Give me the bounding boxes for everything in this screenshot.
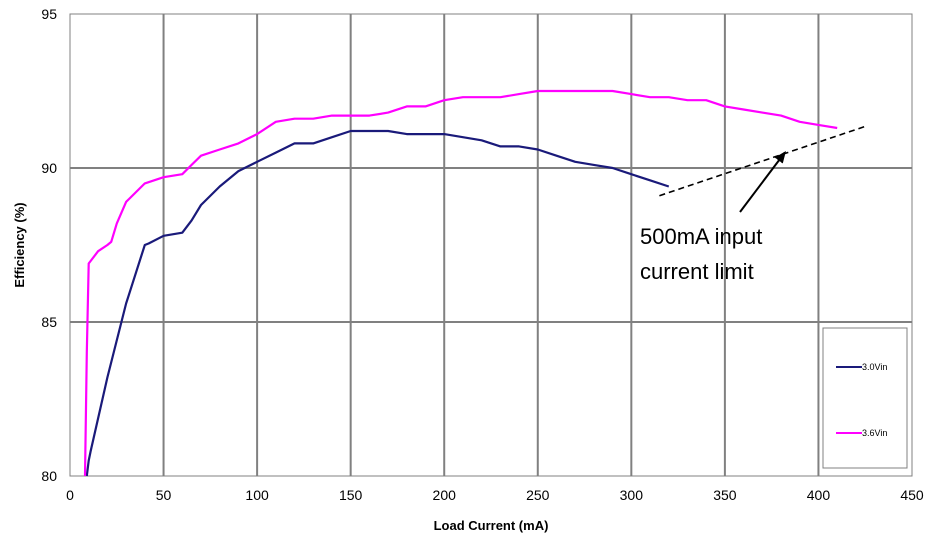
- legend-box: [822, 327, 908, 469]
- x-tick-label: 250: [526, 487, 550, 503]
- x-tick-label: 200: [433, 487, 457, 503]
- annotation-text-line: 500mA input: [640, 224, 762, 249]
- grid-lines: [70, 14, 912, 476]
- series-line-3.0Vin: [85, 129, 670, 477]
- y-axis-title: Efficiency (%): [12, 202, 27, 287]
- x-tick-label: 300: [620, 487, 644, 503]
- series-layer: [83, 89, 838, 477]
- x-tick-label: 450: [900, 487, 924, 503]
- annotation-text-line: current limit: [640, 259, 754, 284]
- y-tick-label: 95: [41, 6, 57, 22]
- annotation-arrow: [739, 151, 786, 213]
- legend-label: 3.6Vin: [862, 428, 887, 438]
- annotation: 500mA input current limit: [640, 125, 866, 284]
- input-limit-dashed-line: [659, 125, 866, 197]
- y-tick-label: 80: [41, 468, 57, 484]
- x-tick-label: 150: [339, 487, 363, 503]
- y-tick-label: 85: [41, 314, 57, 330]
- series-line-3.6Vin: [83, 89, 838, 477]
- x-axis-title: Load Current (mA): [434, 518, 549, 533]
- x-tick-label: 50: [156, 487, 172, 503]
- y-tick-label: 90: [41, 160, 57, 176]
- legend-label: 3.0Vin: [862, 362, 887, 372]
- x-tick-label: 400: [807, 487, 831, 503]
- x-tick-label: 350: [713, 487, 737, 503]
- plot-area-frame: [69, 13, 913, 477]
- x-tick-label: 0: [66, 487, 74, 503]
- x-tick-label: 100: [245, 487, 269, 503]
- tick-labels: 0 50 100 150 200 250 300 350 400 450 80 85 90 95: [41, 6, 923, 503]
- legend: 3.0Vin 3.6Vin: [822, 327, 908, 469]
